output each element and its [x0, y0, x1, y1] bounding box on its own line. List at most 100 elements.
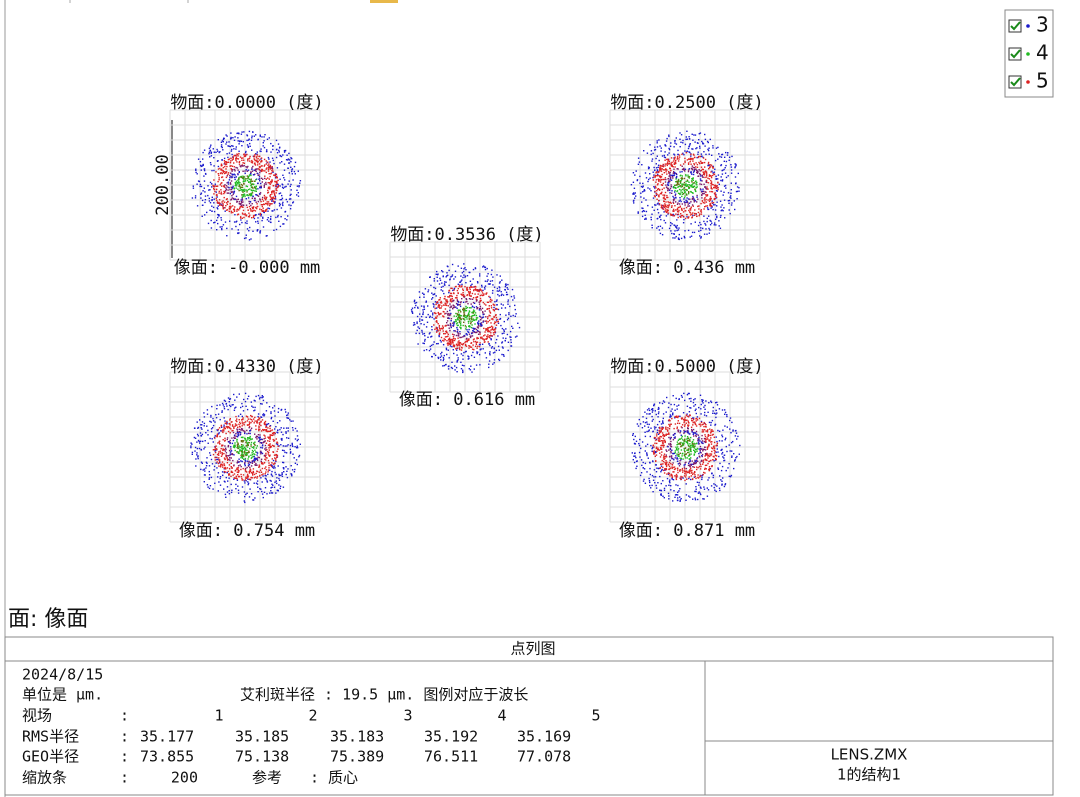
spot-dot: [247, 482, 250, 485]
spot-dot: [214, 456, 216, 459]
spot-dot: [435, 326, 438, 329]
spot-dot: [273, 434, 275, 436]
spot-dot: [720, 209, 722, 212]
spot-dot: [261, 447, 264, 449]
spot-dot: [641, 215, 644, 218]
spot-dot: [226, 161, 228, 164]
spot-dot: [475, 289, 478, 291]
spot-dot: [249, 214, 251, 216]
spot-dot: [260, 165, 263, 167]
spot-dot: [192, 185, 194, 187]
spot-dot: [680, 237, 683, 240]
spot-dot: [711, 200, 713, 202]
spot-dot: [462, 318, 464, 320]
spot-dot: [242, 423, 244, 425]
spot-dot: [672, 210, 674, 212]
spot-dot: [276, 482, 278, 485]
spot-dot: [713, 198, 716, 201]
spot-dot: [237, 461, 240, 463]
spot-dot: [248, 158, 250, 160]
spot-dot: [285, 159, 288, 161]
spot-dot: [695, 162, 697, 164]
spot-dot: [672, 213, 674, 216]
spot-dot: [286, 470, 288, 472]
spot-dot: [710, 171, 712, 173]
legend-dot: [1026, 24, 1030, 28]
spot-dot: [250, 461, 252, 464]
spot-dot: [634, 197, 636, 199]
spot-dot: [636, 179, 639, 181]
spot-dot: [462, 358, 464, 360]
spot-dot: [268, 158, 270, 160]
spot-dot: [198, 440, 200, 443]
spot-dot: [466, 334, 468, 336]
spot-dot: [268, 163, 270, 165]
spot-dot: [680, 200, 682, 203]
spot-dot: [259, 475, 261, 477]
spot-dot: [672, 166, 674, 168]
spot-dot: [229, 457, 231, 459]
spot-dot: [669, 481, 671, 484]
spot-dot: [256, 435, 258, 438]
spot-dot: [655, 172, 657, 174]
spot-dot: [715, 147, 718, 149]
spot-dot: [271, 197, 273, 199]
spot-dot: [715, 224, 717, 226]
spot-dot: [238, 232, 240, 234]
spot-dot: [243, 182, 245, 185]
spot-dot: [210, 163, 212, 166]
spot-dot: [665, 168, 667, 170]
spot-dot: [468, 318, 471, 320]
spot-dot: [445, 330, 448, 332]
spot-dot: [258, 417, 260, 419]
spot-dot: [253, 473, 256, 476]
spot-dot: [689, 198, 691, 200]
spot-dot: [222, 149, 224, 151]
spot-dot: [437, 312, 440, 314]
spot-dot: [230, 183, 232, 185]
spot-dot: [696, 184, 698, 186]
spot-dot: [236, 444, 238, 446]
spot-dot: [700, 183, 703, 186]
spot-dot: [247, 395, 250, 397]
spot-dot: [217, 150, 219, 152]
spot-dot: [251, 159, 253, 162]
spot-dot: [227, 181, 229, 183]
spot-dot: [680, 191, 682, 193]
spot-dot: [720, 156, 723, 158]
spot-dot: [422, 311, 424, 313]
spot-dot: [227, 172, 230, 174]
spot-dot: [220, 465, 222, 468]
spot-dot: [697, 211, 700, 214]
spot-dot: [264, 455, 267, 458]
spot-dot: [660, 206, 662, 209]
spot-dot: [499, 287, 501, 289]
spot-dot: [272, 170, 274, 172]
spot-dot: [271, 462, 273, 464]
spot-dot: [197, 427, 199, 429]
spot-dot: [721, 173, 724, 175]
spot-dot: [264, 196, 266, 198]
spot-dot: [733, 200, 735, 202]
spot-dot: [447, 312, 449, 315]
spot-dot: [478, 303, 481, 305]
spot-dot: [499, 275, 501, 277]
spot-dot: [217, 168, 220, 170]
spot-dot: [275, 216, 277, 219]
file-name: LENS.ZMX: [831, 746, 908, 764]
spot-dot: [237, 445, 239, 448]
spot-dot: [494, 304, 496, 306]
spot-dot: [633, 193, 635, 195]
spot-dot: [672, 208, 675, 211]
spot-dot: [249, 142, 251, 145]
spot-dot: [658, 196, 660, 198]
spot-dot: [262, 207, 264, 209]
spot-dot: [670, 202, 672, 204]
spot-dot: [660, 214, 662, 216]
spot-dot: [673, 186, 675, 188]
spot-dot: [693, 182, 695, 184]
spot-dot: [443, 340, 445, 342]
spot-dot: [258, 456, 260, 459]
spot-dot: [717, 188, 719, 191]
spot-dot: [708, 227, 710, 230]
